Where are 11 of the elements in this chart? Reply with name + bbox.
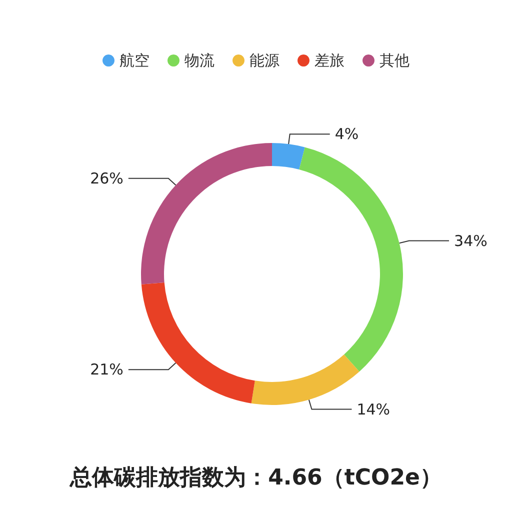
legend-label: 航空 [120, 52, 150, 70]
data-label: 26% [90, 169, 124, 188]
data-label: 21% [90, 360, 124, 379]
data-label: 34% [454, 232, 488, 250]
legend-label: 差旅 [314, 52, 344, 70]
text: 总体碳排放指数为：4.66（tCO2e） [69, 466, 442, 490]
data-label: 4% [334, 125, 359, 144]
legend-label: 能源 [250, 52, 280, 70]
legend-label: 物流 [184, 52, 214, 70]
legend-label: 其他 [380, 52, 410, 70]
data-label: 14% [356, 400, 390, 418]
